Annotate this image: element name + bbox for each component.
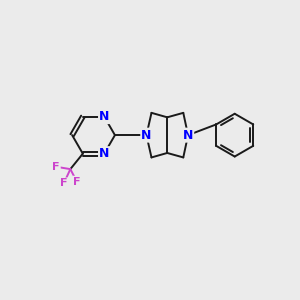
Text: N: N bbox=[99, 147, 110, 160]
Text: F: F bbox=[52, 162, 60, 172]
Text: F: F bbox=[73, 177, 81, 187]
Text: F: F bbox=[60, 178, 68, 188]
Text: N: N bbox=[99, 110, 110, 123]
Text: N: N bbox=[141, 129, 152, 142]
Text: N: N bbox=[183, 129, 193, 142]
